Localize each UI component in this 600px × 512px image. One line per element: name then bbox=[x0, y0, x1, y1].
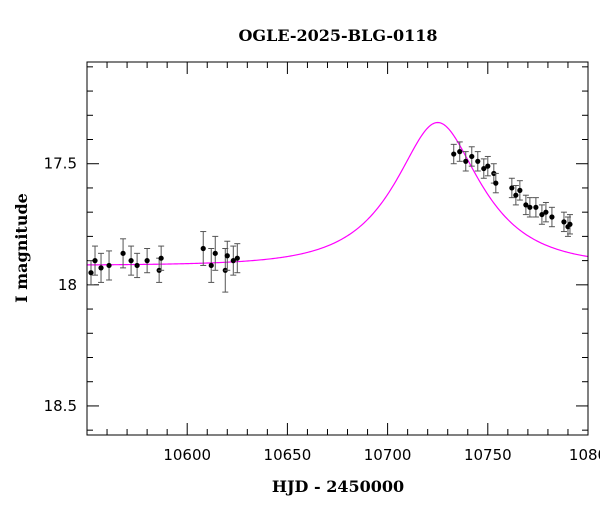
point-marker bbox=[208, 262, 214, 269]
x-tick-label: 10700 bbox=[364, 446, 412, 464]
data-point bbox=[120, 238, 127, 269]
point-marker bbox=[513, 192, 519, 198]
chart-title: OGLE-2025-BLG-0118 bbox=[238, 26, 437, 45]
point-marker bbox=[106, 262, 112, 269]
data-point bbox=[532, 197, 539, 218]
data-point bbox=[208, 248, 215, 283]
point-marker bbox=[457, 149, 463, 155]
data-point bbox=[560, 211, 567, 233]
data-point bbox=[200, 231, 207, 266]
axis-ticks bbox=[86, 62, 589, 435]
point-marker bbox=[561, 219, 567, 225]
point-marker bbox=[451, 151, 457, 157]
point-marker bbox=[543, 209, 549, 215]
point-marker bbox=[549, 214, 555, 220]
point-marker bbox=[98, 265, 104, 271]
data-point bbox=[92, 245, 99, 276]
data-point bbox=[566, 214, 573, 235]
point-marker bbox=[475, 158, 481, 164]
data-point bbox=[522, 194, 529, 216]
data-point bbox=[230, 245, 237, 276]
point-marker bbox=[523, 202, 529, 208]
point-marker bbox=[463, 158, 469, 164]
data-points bbox=[88, 141, 573, 293]
point-marker bbox=[517, 187, 523, 193]
point-marker bbox=[230, 258, 236, 264]
point-marker bbox=[224, 253, 230, 259]
y-tick-label: 18 bbox=[58, 276, 77, 294]
data-point bbox=[538, 204, 545, 225]
point-marker bbox=[144, 258, 150, 264]
y-tick-label: 18.5 bbox=[44, 397, 77, 415]
model-line bbox=[86, 121, 589, 266]
x-tick-label: 1080 bbox=[569, 446, 600, 464]
point-marker bbox=[234, 255, 240, 261]
data-point bbox=[98, 252, 105, 283]
point-marker bbox=[527, 204, 533, 210]
y-tick-label: 17.5 bbox=[44, 155, 77, 173]
data-point bbox=[88, 260, 95, 286]
data-point bbox=[548, 206, 555, 228]
x-tick-label: 10750 bbox=[464, 446, 512, 464]
data-point bbox=[512, 185, 519, 206]
data-point bbox=[212, 235, 219, 271]
point-marker bbox=[92, 258, 98, 264]
model-curve bbox=[86, 121, 589, 266]
plot-frame bbox=[86, 61, 589, 436]
point-marker bbox=[469, 153, 475, 160]
data-point bbox=[144, 248, 151, 274]
point-marker bbox=[158, 255, 164, 261]
data-point bbox=[158, 245, 165, 271]
x-tick-label: 10600 bbox=[163, 446, 211, 464]
point-marker bbox=[120, 250, 126, 256]
data-point bbox=[462, 151, 469, 172]
data-point bbox=[492, 172, 499, 194]
data-point bbox=[542, 201, 549, 223]
data-point bbox=[526, 197, 533, 218]
data-point bbox=[224, 240, 231, 271]
data-point bbox=[128, 245, 135, 276]
data-point bbox=[516, 180, 523, 201]
x-axis-label: HJD - 2450000 bbox=[272, 477, 404, 496]
point-marker bbox=[493, 180, 499, 186]
point-marker bbox=[134, 262, 140, 269]
tick-labels: 10600 10650 10700 10750 1080 17.5 18 18.5 bbox=[44, 155, 600, 464]
data-point bbox=[134, 252, 141, 279]
x-tick-label: 10650 bbox=[264, 446, 312, 464]
point-marker bbox=[481, 165, 487, 172]
data-point bbox=[450, 143, 457, 165]
data-point bbox=[480, 158, 487, 179]
data-point bbox=[456, 141, 463, 162]
point-marker bbox=[509, 185, 515, 191]
data-point bbox=[234, 243, 241, 274]
point-marker bbox=[539, 211, 545, 218]
data-point bbox=[508, 177, 515, 199]
point-marker bbox=[88, 270, 94, 276]
data-point bbox=[106, 250, 113, 281]
data-point bbox=[468, 146, 475, 167]
point-marker bbox=[128, 258, 134, 264]
point-marker bbox=[485, 163, 491, 169]
y-axis-label: I magnitude bbox=[12, 193, 31, 303]
data-point bbox=[474, 151, 481, 172]
data-point bbox=[484, 155, 491, 177]
point-marker bbox=[200, 245, 206, 252]
point-marker bbox=[212, 250, 218, 256]
point-marker bbox=[533, 204, 539, 210]
point-marker bbox=[567, 221, 573, 227]
